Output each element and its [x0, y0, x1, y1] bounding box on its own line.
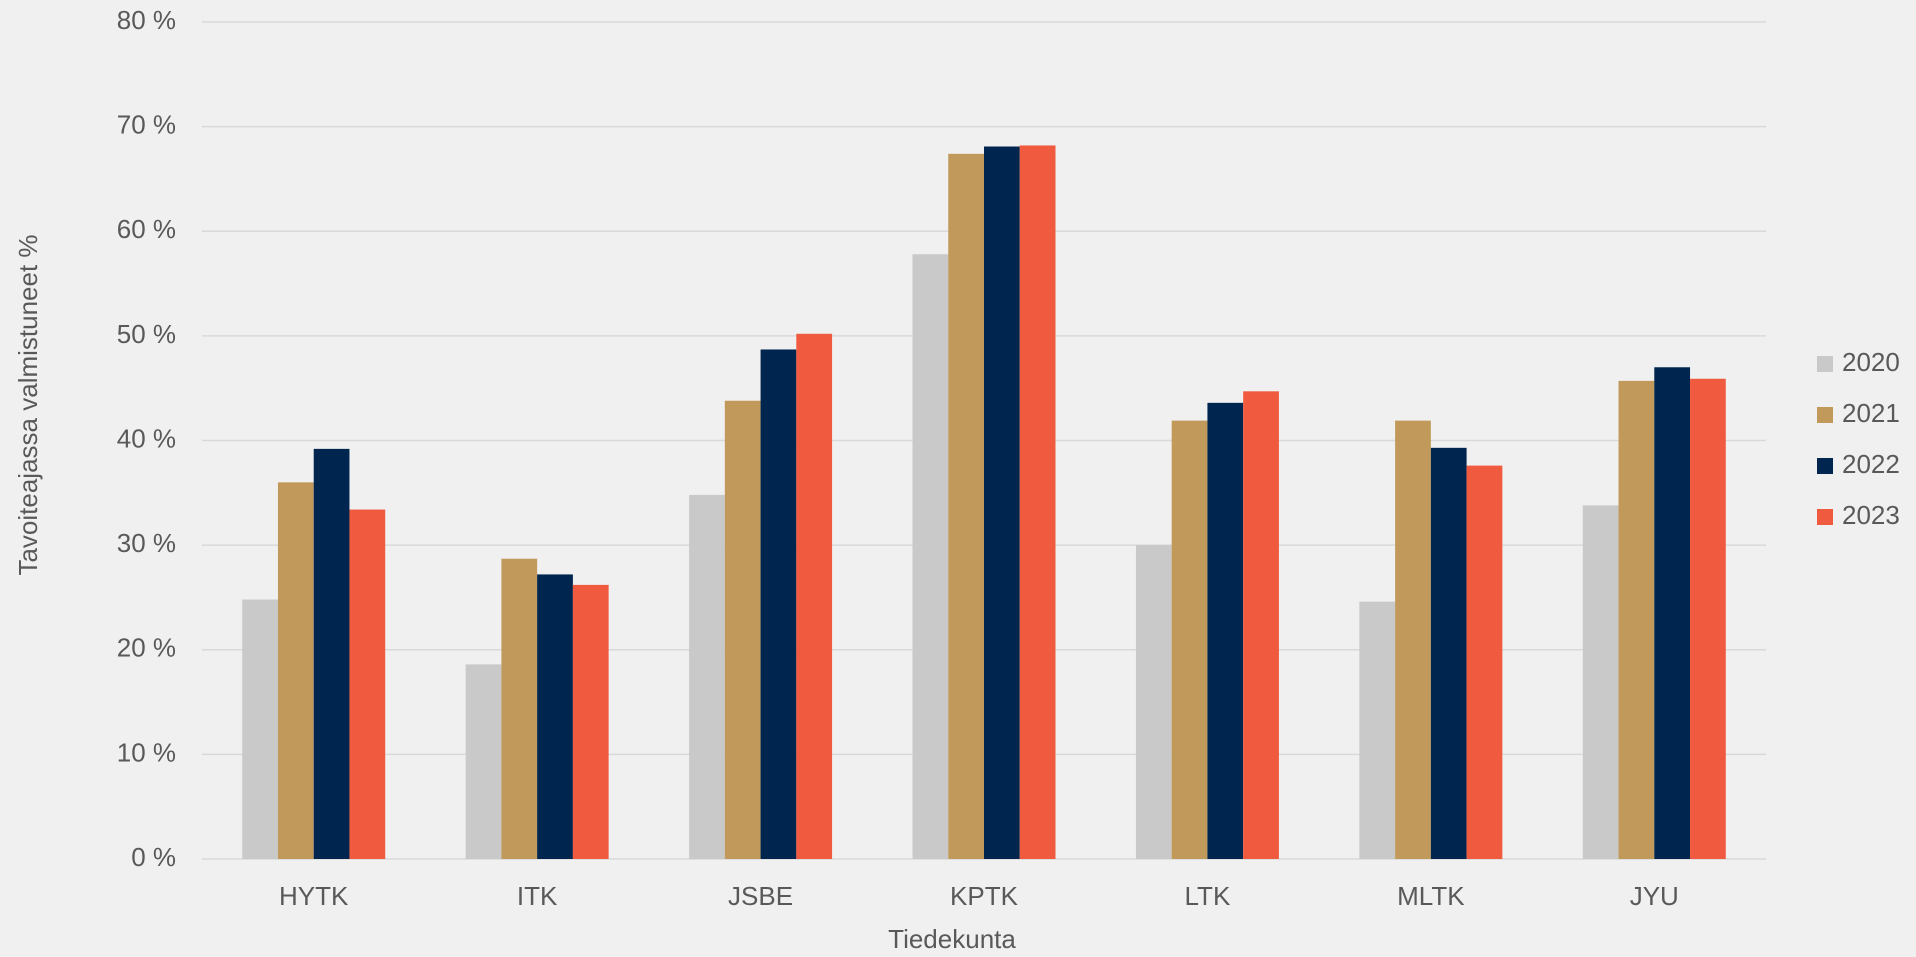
bar	[1395, 420, 1431, 859]
legend-label: 2020	[1842, 347, 1900, 377]
bar	[501, 558, 538, 859]
bar	[1135, 545, 1172, 859]
bar	[760, 349, 797, 859]
x-axis-label: Tiedekunta	[888, 924, 1016, 954]
bar	[724, 400, 761, 859]
y-tick-label: 30 %	[117, 528, 176, 558]
bar	[1618, 380, 1655, 859]
x-tick-label: KPTK	[950, 881, 1019, 911]
y-tick-label: 70 %	[117, 110, 176, 140]
y-tick-label: 50 %	[117, 319, 176, 349]
legend-swatch	[1817, 356, 1833, 372]
bar	[313, 448, 350, 859]
x-tick-label: JYU	[1630, 881, 1679, 911]
bar	[1690, 378, 1726, 859]
bar	[277, 482, 314, 859]
y-axis-label: Tavoiteajassa valmistuneet %	[13, 234, 43, 575]
legend-swatch	[1817, 458, 1833, 474]
bar	[1243, 391, 1279, 859]
bar	[1466, 465, 1503, 859]
y-tick-label: 20 %	[117, 633, 176, 663]
bar	[1019, 145, 1056, 859]
bar	[948, 153, 984, 859]
bar	[796, 333, 833, 860]
x-tick-label: HYTK	[279, 881, 349, 911]
bar	[465, 664, 502, 859]
bar	[1654, 367, 1691, 859]
x-tick-label: JSBE	[728, 881, 793, 911]
legend-label: 2021	[1842, 398, 1900, 428]
legend-swatch	[1817, 509, 1833, 525]
bar	[349, 509, 386, 859]
y-tick-label: 0 %	[131, 842, 176, 872]
y-tick-label: 10 %	[117, 737, 176, 767]
bar	[1430, 447, 1467, 859]
y-tick-label: 40 %	[117, 423, 176, 453]
bar	[912, 254, 949, 859]
bar	[242, 599, 278, 859]
legend-label: 2023	[1842, 500, 1900, 530]
legend-label: 2022	[1842, 449, 1900, 479]
y-tick-label: 60 %	[117, 214, 176, 244]
x-tick-label: ITK	[517, 881, 558, 911]
bar	[572, 584, 609, 859]
bar	[537, 574, 573, 859]
x-tick-label: MLTK	[1397, 881, 1465, 911]
bar	[1171, 420, 1208, 859]
bar	[1359, 601, 1396, 859]
y-tick-label: 80 %	[117, 5, 176, 35]
bar	[689, 494, 725, 859]
bar	[1207, 402, 1244, 859]
bar	[984, 146, 1020, 859]
bar	[1582, 505, 1619, 859]
x-tick-label: LTK	[1185, 881, 1231, 911]
legend-swatch	[1817, 407, 1833, 423]
